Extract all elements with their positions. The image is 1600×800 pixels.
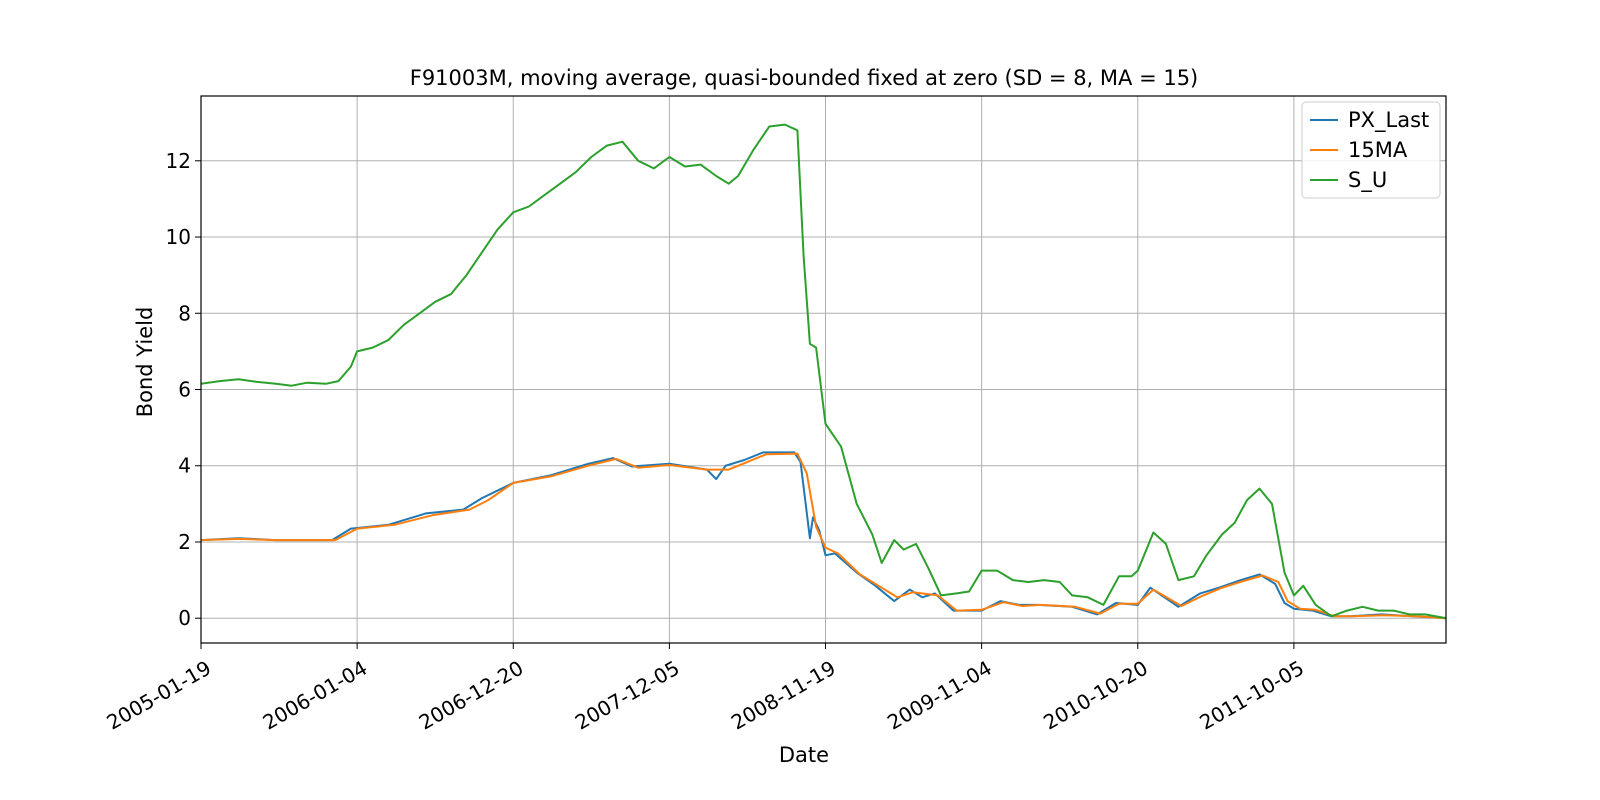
legend-label: PX_Last [1348,108,1429,133]
grid [200,96,1446,643]
y-tick-label: 12 [166,149,191,173]
chart-title: F91003M, moving average, quasi-bounded f… [410,66,1199,90]
y-tick-label: 2 [178,530,191,554]
legend-box [1301,101,1441,199]
series-line-px-last [201,451,1446,620]
y-axis: 0 2 4 6 8 10 12 [166,149,201,630]
y-tick-label: 0 [178,606,191,630]
y-tick-label: 6 [178,378,191,402]
x-tick-label: 2006-01-04 [259,656,372,735]
x-tick-label: 2011-10-05 [1195,656,1308,735]
x-axis-title: Date [779,743,829,767]
x-tick-label: 2008-11-19 [727,656,840,735]
plot-lines [201,123,1446,620]
y-tick-label: 4 [178,454,191,478]
y-tick-label: 10 [166,225,191,249]
x-tick-label: 2005-01-19 [102,656,215,735]
legend: PX_Last 15MA S_U [1301,101,1441,199]
legend-label: S_U [1348,168,1387,193]
legend-label: 15MA [1348,138,1408,162]
x-axis: 2005-01-19 2006-01-04 2006-12-20 2007-12-05… [102,643,1308,735]
series-line-s-u [201,123,1446,620]
series-line-15ma [201,452,1446,620]
x-tick-label: 2010-10-20 [1039,656,1152,735]
x-tick-label: 2009-11-04 [883,656,996,735]
y-tick-label: 8 [178,301,191,325]
x-tick-label: 2006-12-20 [415,656,528,735]
x-tick-label: 2007-12-05 [571,656,684,735]
plot-frame [200,95,1447,644]
y-axis-title: Bond Yield [133,307,157,418]
